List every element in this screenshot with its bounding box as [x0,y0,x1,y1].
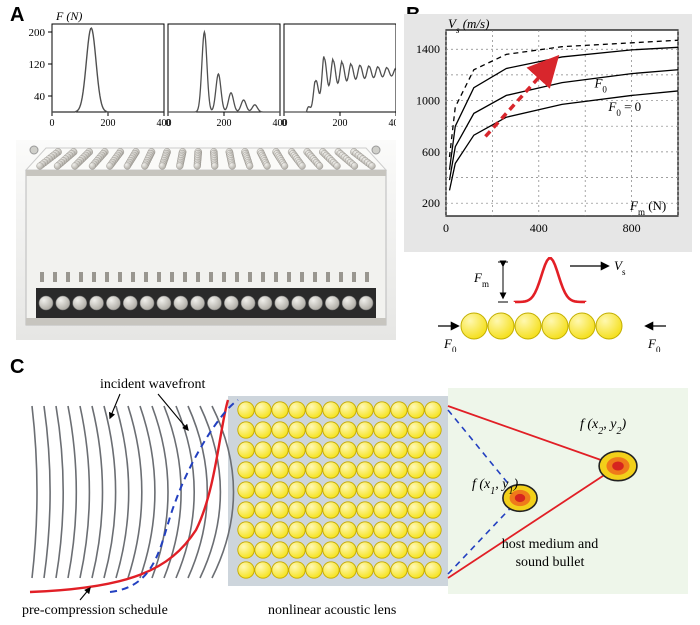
svg-text:Vs: Vs [614,258,626,277]
svg-text:200: 200 [101,118,116,129]
svg-text:Fm: Fm [473,270,489,289]
svg-text:200: 200 [29,27,46,39]
svg-text:F (N): F (N) [55,10,82,23]
svg-text:host medium and: host medium and [502,537,598,552]
svg-text:1000: 1000 [416,94,440,108]
svg-text:0: 0 [282,118,287,129]
svg-text:40: 40 [34,91,46,103]
svg-text:incident wavefront: incident wavefront [100,377,205,392]
panel-b-chart: 040080020060010001400Vs (m/s)Fm (N)F0F0 … [404,14,694,254]
svg-text:F0: F0 [647,336,661,352]
svg-text:200: 200 [217,118,232,129]
svg-text:pre-compression schedule: pre-compression schedule [22,603,168,618]
svg-text:200: 200 [422,196,440,210]
svg-text:800: 800 [623,221,641,235]
svg-text:time (μs): time (μs) [202,129,245,130]
device-photo [16,140,396,340]
svg-text:0: 0 [443,221,449,235]
panel-b-schematic: F0 F0 Fm Vs [430,252,690,352]
svg-text:0: 0 [166,118,171,129]
panel-a-charts: F (N)40120200020040002004000200400time (… [16,10,396,130]
panel-c-diagram: incident wavefront pre-compression schedu… [10,370,690,620]
svg-text:200: 200 [333,118,348,129]
svg-text:0: 0 [50,118,55,129]
svg-text:sound bullet: sound bullet [516,555,585,570]
svg-text:F0: F0 [443,336,457,352]
svg-text:nonlinear acoustic lens: nonlinear acoustic lens [268,603,396,618]
svg-text:400: 400 [530,221,548,235]
svg-text:600: 600 [422,145,440,159]
svg-text:120: 120 [29,59,46,71]
svg-text:1400: 1400 [416,42,440,56]
svg-text:400: 400 [389,118,397,129]
